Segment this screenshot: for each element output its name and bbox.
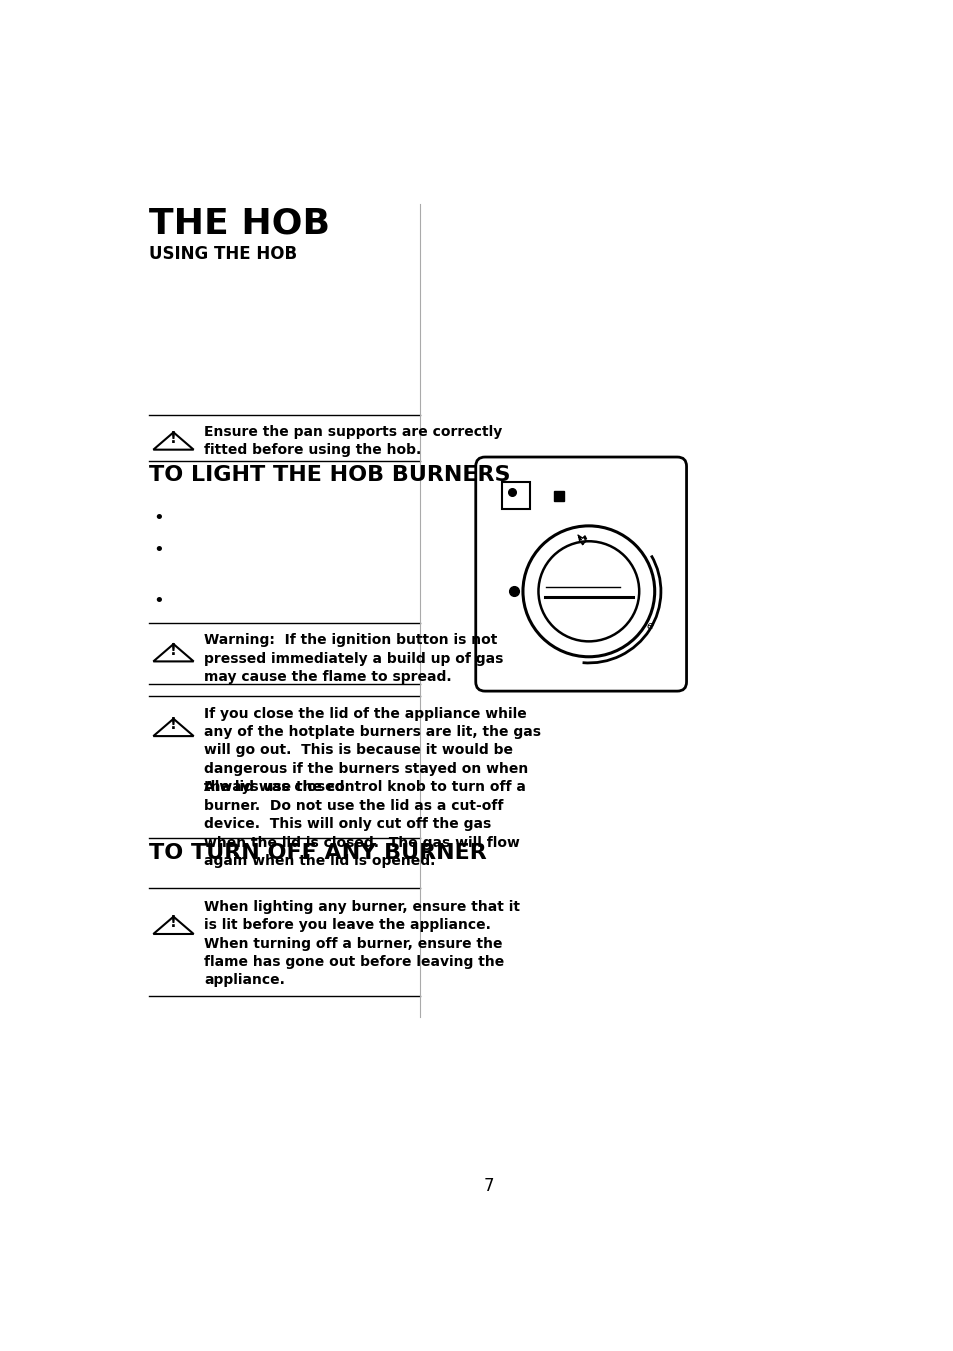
- Text: THE HOB: THE HOB: [149, 207, 330, 240]
- Text: e: e: [646, 621, 653, 631]
- Text: !: !: [170, 643, 176, 658]
- Text: TO TURN OFF ANY BURNER: TO TURN OFF ANY BURNER: [149, 843, 486, 863]
- Text: !: !: [170, 431, 176, 446]
- Text: •: •: [153, 540, 164, 559]
- FancyBboxPatch shape: [476, 457, 686, 692]
- Text: Warning:  If the ignition button is not
pressed immediately a build up of gas
ma: Warning: If the ignition button is not p…: [204, 634, 503, 684]
- Text: If you close the lid of the appliance while
any of the hotplate burners are lit,: If you close the lid of the appliance wh…: [204, 707, 541, 794]
- Text: •: •: [153, 592, 164, 609]
- Text: TO LIGHT THE HOB BURNERS: TO LIGHT THE HOB BURNERS: [149, 465, 510, 485]
- Text: •: •: [153, 508, 164, 527]
- Text: !: !: [170, 915, 176, 929]
- Circle shape: [537, 542, 639, 642]
- Text: 7: 7: [483, 1177, 494, 1196]
- Text: !: !: [170, 717, 176, 732]
- Text: When lighting any burner, ensure that it
is lit before you leave the appliance.
: When lighting any burner, ensure that it…: [204, 900, 520, 988]
- Text: USING THE HOB: USING THE HOB: [149, 246, 296, 263]
- Bar: [501, 482, 530, 509]
- Text: Always use the control knob to turn off a
burner.  Do not use the lid as a cut-o: Always use the control knob to turn off …: [204, 781, 526, 869]
- Text: Ensure the pan supports are correctly
fitted before using the hob.: Ensure the pan supports are correctly fi…: [204, 424, 502, 457]
